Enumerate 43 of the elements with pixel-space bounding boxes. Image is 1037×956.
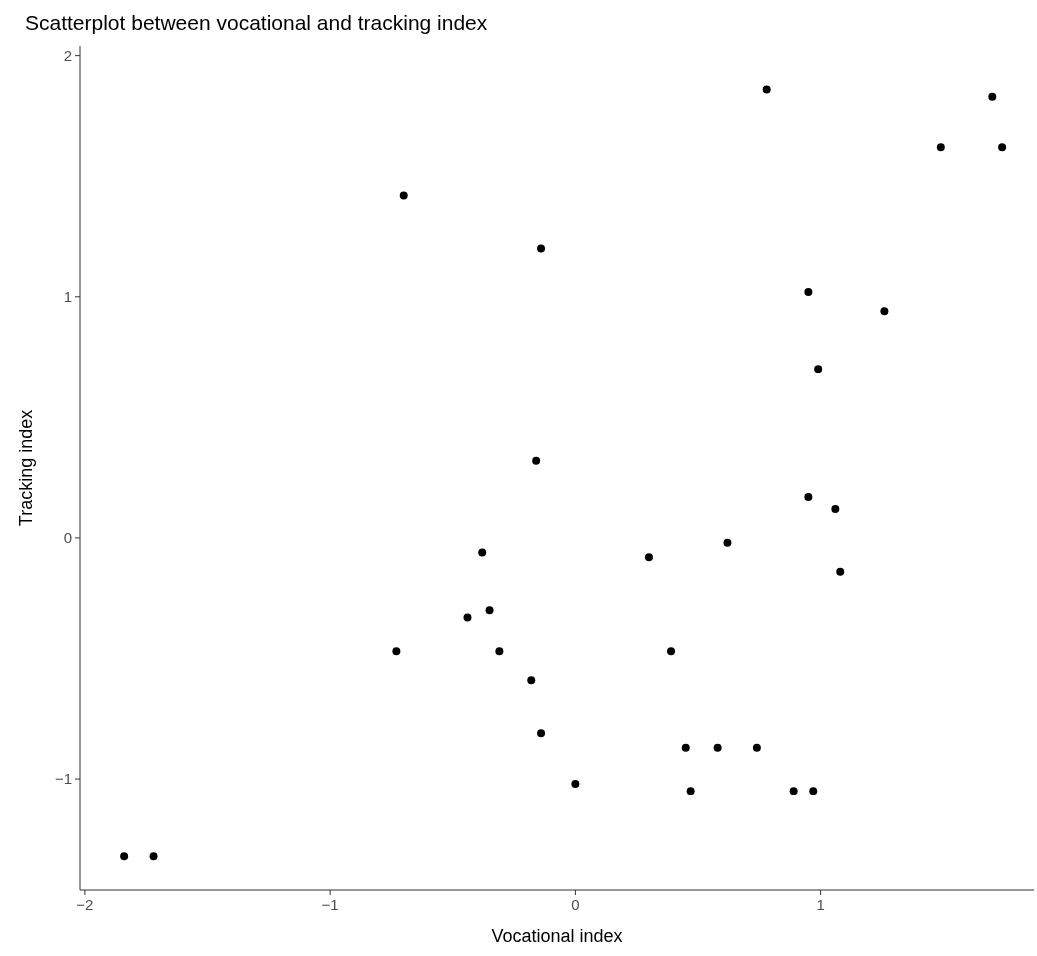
point bbox=[752, 743, 761, 752]
x-tick-label: 0 bbox=[571, 896, 580, 913]
point bbox=[644, 553, 653, 562]
point bbox=[485, 606, 494, 615]
point bbox=[571, 779, 580, 788]
point bbox=[120, 852, 129, 861]
point bbox=[713, 743, 722, 752]
point bbox=[149, 852, 158, 861]
point bbox=[478, 548, 487, 557]
point bbox=[537, 729, 546, 738]
point bbox=[527, 676, 536, 685]
point bbox=[804, 492, 813, 501]
y-axis-title: Tracking index bbox=[16, 409, 36, 527]
point bbox=[681, 743, 690, 752]
x-tick-label: 1 bbox=[816, 896, 825, 913]
point bbox=[667, 647, 676, 656]
x-tick-label: −1 bbox=[321, 896, 339, 913]
y-tick-label: 1 bbox=[63, 288, 72, 306]
point bbox=[495, 647, 504, 656]
x-tick-label: −2 bbox=[76, 896, 94, 913]
point bbox=[936, 143, 945, 152]
y-tick-label: 2 bbox=[63, 46, 72, 64]
point bbox=[789, 787, 798, 796]
point bbox=[537, 244, 546, 253]
point bbox=[463, 613, 472, 622]
point bbox=[880, 307, 889, 316]
point bbox=[998, 143, 1007, 152]
point bbox=[804, 287, 813, 296]
point bbox=[836, 567, 845, 576]
point bbox=[988, 92, 997, 101]
chart-title: Scatterplot between vocational and tracking index bbox=[25, 11, 488, 34]
point bbox=[723, 538, 732, 547]
point bbox=[762, 85, 771, 94]
y-tick-label: 0 bbox=[63, 529, 72, 547]
x-axis-title: Vocational index bbox=[491, 926, 623, 946]
y-tick-label: −1 bbox=[54, 770, 72, 788]
point bbox=[399, 191, 408, 200]
point bbox=[392, 647, 401, 656]
point bbox=[814, 365, 823, 374]
point bbox=[809, 787, 818, 796]
point bbox=[686, 787, 695, 796]
point bbox=[532, 456, 541, 465]
point bbox=[831, 505, 840, 513]
